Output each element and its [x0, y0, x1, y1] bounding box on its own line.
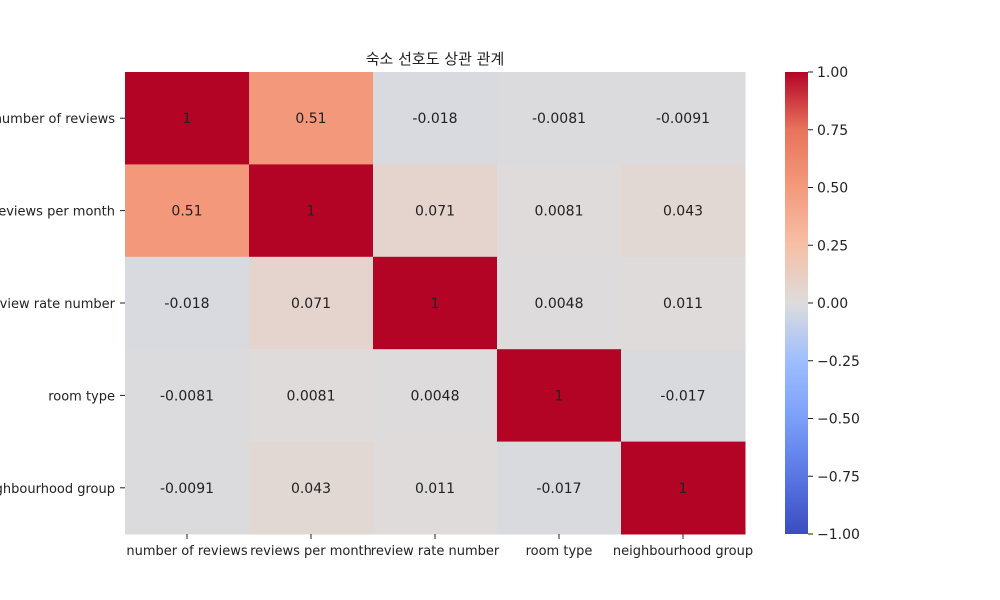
heatmap-cell: [125, 256, 250, 350]
heatmap-cell-label: 0.0081: [535, 204, 584, 220]
x-axis-ticks: number of reviews reviews per monthreview…: [126, 534, 753, 559]
heatmap-cell: [125, 441, 250, 535]
heatmap-cell: [621, 441, 746, 535]
heatmap-cell: [125, 72, 250, 165]
heatmap-cell: [621, 164, 746, 258]
colorbar-tick-label: −1.00: [817, 527, 860, 543]
heatmap-cell: [373, 164, 498, 258]
heatmap-cell-label: -0.0081: [532, 111, 586, 127]
heatmap-cell-label: 0.043: [663, 204, 703, 220]
x-tick-label: neighbourhood group: [613, 544, 753, 559]
heatmap-cell-label: 0.51: [171, 204, 202, 220]
heatmap-cell: [249, 72, 374, 165]
heatmap-cell: [373, 256, 498, 350]
heatmap-cell-label: -0.017: [536, 481, 581, 497]
heatmap-cell-label: 1: [679, 481, 688, 497]
heatmap-cell: [497, 349, 622, 443]
heatmap-cell-label: -0.018: [412, 111, 457, 127]
colorbar-tick-label: −0.50: [817, 412, 860, 428]
colorbar-tick-label: 1.00: [817, 65, 848, 81]
x-tick-label: room type: [526, 544, 593, 559]
heatmap-cell: [621, 349, 746, 443]
heatmap-cell-label: 0.0048: [535, 296, 584, 312]
x-tick-label: number of reviews: [126, 544, 248, 559]
colorbar-tick-label: 0.00: [817, 296, 848, 312]
heatmap-cell: [249, 256, 374, 350]
heatmap-cell-label: 0.071: [291, 296, 331, 312]
colorbar: [785, 72, 808, 534]
heatmap-cell-label: 0.011: [415, 481, 455, 497]
colorbar-tick-label: −0.75: [817, 469, 860, 485]
heatmap-cell-label: 0.0048: [411, 388, 460, 404]
y-tick-label: number of reviews: [0, 112, 115, 127]
heatmap-cell: [125, 349, 250, 443]
heatmap-cell: [249, 164, 374, 258]
heatmap-cell-label: 0.51: [295, 111, 326, 127]
heatmap-cell: [621, 256, 746, 350]
y-tick-label: neighbourhood group: [0, 482, 115, 497]
heatmap-cell-label: 1: [307, 204, 316, 220]
heatmap-cell: [373, 349, 498, 443]
x-tick-label: review rate number: [371, 544, 500, 559]
heatmap-cell: [497, 72, 622, 165]
x-tick-label: reviews per month: [250, 544, 372, 559]
heatmap-cell: [373, 441, 498, 535]
heatmap-cell-labels: 1 0.51 -0.018 -0.0081 -0.0091 0.51 1 0.071 0.008…: [160, 111, 710, 497]
y-axis-ticks: number of reviews reviews per month review…: [0, 112, 125, 497]
colorbar-tick-label: 0.25: [817, 238, 848, 254]
heatmap-cell-label: -0.018: [164, 296, 209, 312]
heatmap-cell-label: 0.071: [415, 204, 455, 220]
heatmap-cell: [125, 164, 250, 258]
heatmap-cell: [249, 349, 374, 443]
chart-title: 숙소 선호도 상관 관계: [366, 50, 505, 68]
heatmap-cell: [373, 72, 498, 165]
heatmap-cell-label: 1: [555, 388, 564, 404]
heatmap-cell: [497, 441, 622, 535]
heatmap-cell: [497, 164, 622, 258]
y-tick-label: room type: [48, 389, 115, 404]
heatmap-cell: [249, 441, 374, 535]
colorbar-tick-label: 0.50: [817, 181, 848, 197]
y-tick-label: reviews per month: [0, 205, 115, 220]
y-tick-label: review rate number: [0, 297, 116, 312]
colorbar-ticks: 1.00 0.75 0.50 0.25 0.00 −0.25 −0.50 −0.75 −1.00: [808, 65, 860, 543]
heatmap-cell-label: -0.0081: [160, 388, 214, 404]
heatmap-cell-label: -0.017: [660, 388, 705, 404]
heatmap-cell: [497, 256, 622, 350]
colorbar-tick-label: −0.25: [817, 354, 860, 370]
heatmap-cell-label: 0.0081: [287, 388, 336, 404]
heatmap-cell-label: -0.0091: [656, 111, 710, 127]
heatmap-cell-label: -0.0091: [160, 481, 214, 497]
colorbar-tick-label: 0.75: [817, 123, 848, 139]
heatmap-cell-label: 1: [183, 111, 192, 127]
heatmap-cell-label: 0.043: [291, 481, 331, 497]
heatmap-cell-label: 1: [431, 296, 440, 312]
heatmap-cell: [621, 72, 746, 165]
heatmap-cell-label: 0.011: [663, 296, 703, 312]
heatmap-cells: [125, 72, 746, 535]
